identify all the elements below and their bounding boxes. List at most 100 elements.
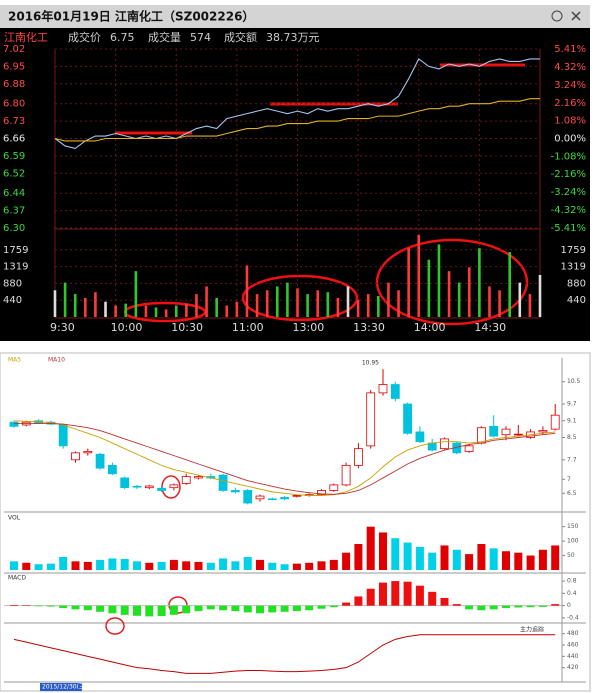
bar (169, 605, 178, 615)
info-volume: 574 (190, 31, 211, 44)
y-tick-label: 6.44 (3, 188, 25, 199)
bar (225, 305, 229, 317)
bar (83, 605, 92, 611)
bar (366, 526, 375, 570)
bar (316, 290, 320, 317)
info-volume-label: 成交量 (148, 30, 181, 44)
settings-icon[interactable] (551, 10, 563, 22)
bar (280, 605, 289, 612)
bar (538, 274, 542, 317)
bar (185, 303, 188, 317)
bar (538, 549, 547, 570)
bar (215, 297, 218, 317)
bar (465, 554, 474, 570)
bar (157, 561, 166, 570)
bar (528, 294, 532, 317)
x-tick-label: 13:00 (293, 321, 325, 334)
bar (467, 267, 471, 317)
bar (243, 557, 252, 570)
y-tick-label: 7 (567, 476, 571, 483)
bar (255, 294, 259, 317)
bar (206, 562, 215, 570)
candle-body (9, 421, 19, 427)
candle-body (181, 476, 191, 484)
candle-body (280, 497, 290, 500)
x-tick-label: 13:30 (353, 321, 385, 334)
y2-tick-label: 2.16% (554, 98, 586, 109)
bar (440, 545, 449, 570)
bottom-window (0, 352, 591, 692)
bar (437, 244, 441, 317)
bar (538, 605, 547, 607)
bar (205, 286, 208, 317)
y-tick-label: 100 (567, 538, 579, 545)
bar (329, 605, 338, 608)
bar (169, 559, 178, 570)
bar (256, 559, 264, 570)
bar (96, 559, 105, 570)
bar (231, 561, 240, 570)
candle-body (157, 487, 167, 491)
x-tick-label: 9:30 (50, 321, 75, 334)
bar (134, 271, 138, 317)
bar (317, 561, 326, 570)
bar (268, 605, 277, 613)
x-tick-label: 14:00 (414, 321, 446, 334)
candle-body (267, 498, 277, 501)
bar (518, 282, 522, 317)
candle-body (464, 445, 474, 452)
bar (465, 605, 474, 610)
y-tick-label: 9.7 (567, 401, 577, 408)
y-tick-label: 1319 (561, 262, 586, 273)
highlight-ellipse (168, 596, 188, 614)
candle-body (390, 384, 400, 399)
candle-body (489, 425, 499, 437)
bar (403, 542, 412, 570)
bar (195, 294, 198, 317)
bar (83, 561, 92, 570)
y-tick-label: 8.5 (567, 434, 577, 441)
x-tick-label: 14:30 (474, 321, 506, 334)
info-name: 江南化工 (4, 30, 48, 44)
bar (124, 303, 128, 317)
highlight-ellipse (375, 238, 529, 326)
y-tick-label: 7.7 (567, 456, 577, 463)
candle-body (255, 495, 265, 500)
bar (133, 605, 141, 616)
panel-title: VOL (8, 515, 21, 522)
bar (243, 605, 252, 613)
candle-body (194, 476, 203, 479)
candle-body (403, 403, 413, 434)
bar (514, 605, 523, 608)
bar (108, 605, 117, 614)
bar (219, 558, 228, 570)
y-tick-label: 6.52 (3, 168, 25, 179)
info-amount: 38.73万元 (266, 31, 320, 44)
bar (59, 605, 68, 609)
bar (452, 549, 461, 570)
candle-body (144, 485, 154, 489)
legend-entry: MA10 (48, 357, 65, 364)
bar (478, 248, 481, 317)
bar (46, 605, 55, 607)
bar (10, 561, 18, 570)
bar (286, 282, 289, 317)
candle-body (108, 464, 117, 475)
bar (94, 292, 97, 317)
bar (22, 562, 31, 570)
bar (452, 604, 461, 606)
bar (428, 591, 437, 606)
bar (296, 288, 299, 317)
bar (231, 605, 240, 612)
candle-body (218, 474, 228, 491)
panel-title: 主力追踪 (520, 626, 544, 634)
bar (488, 286, 491, 317)
bar (182, 561, 191, 570)
close-icon[interactable] (571, 11, 581, 21)
y-tick-label: 9.1 (567, 417, 577, 424)
bar (317, 605, 326, 609)
bar (514, 552, 523, 570)
candle-body (415, 431, 425, 443)
bar (235, 301, 239, 317)
